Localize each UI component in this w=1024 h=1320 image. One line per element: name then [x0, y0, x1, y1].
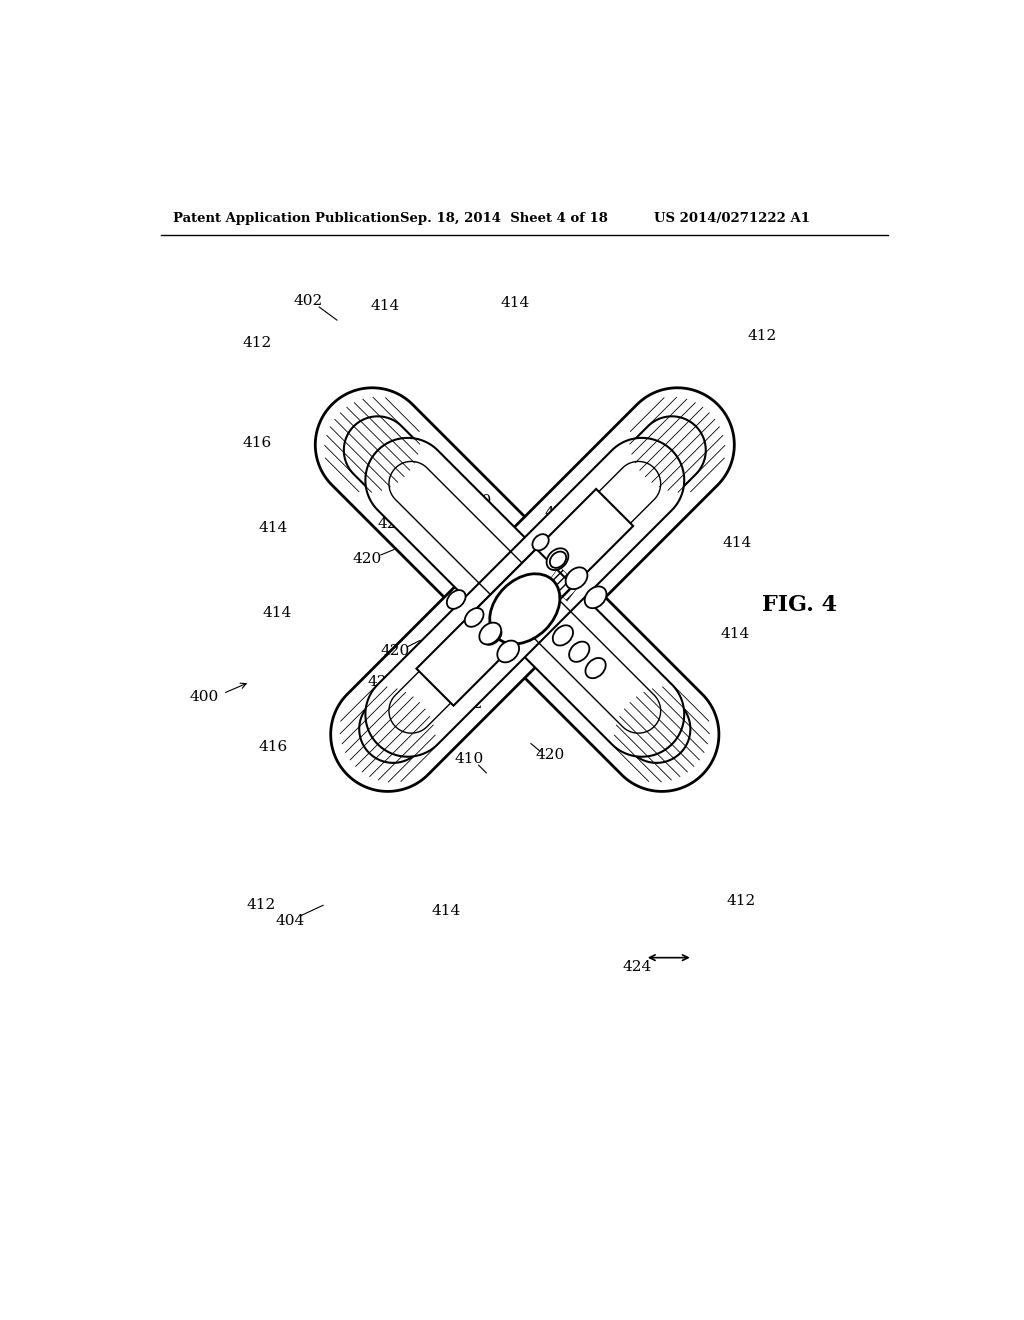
Ellipse shape — [547, 548, 568, 570]
Ellipse shape — [565, 568, 588, 589]
Text: 420: 420 — [536, 568, 565, 581]
Text: 412: 412 — [748, 329, 776, 342]
Ellipse shape — [553, 626, 573, 645]
Ellipse shape — [569, 642, 590, 661]
Ellipse shape — [532, 535, 549, 550]
Text: 420: 420 — [380, 644, 410, 659]
Text: 410: 410 — [463, 494, 492, 508]
Polygon shape — [331, 388, 734, 792]
Polygon shape — [315, 388, 719, 792]
Text: 420: 420 — [352, 552, 382, 566]
Polygon shape — [366, 438, 684, 756]
Text: 414: 414 — [721, 627, 750, 642]
Text: 422: 422 — [378, 517, 407, 531]
Text: 416: 416 — [258, 741, 288, 755]
Text: Sep. 18, 2014  Sheet 4 of 18: Sep. 18, 2014 Sheet 4 of 18 — [400, 213, 608, 224]
Ellipse shape — [489, 574, 560, 644]
Text: 414: 414 — [501, 296, 530, 310]
Text: 414: 414 — [432, 904, 461, 919]
Text: 412: 412 — [243, 337, 272, 350]
Text: 400: 400 — [189, 690, 218, 705]
Text: 422: 422 — [435, 495, 465, 510]
Text: US 2014/0271222 A1: US 2014/0271222 A1 — [654, 213, 810, 224]
Text: FIG. 4: FIG. 4 — [762, 594, 837, 616]
Text: 424: 424 — [623, 960, 652, 974]
Text: 422: 422 — [454, 697, 482, 710]
Text: 402: 402 — [293, 294, 323, 308]
Ellipse shape — [550, 552, 566, 568]
Ellipse shape — [482, 626, 502, 644]
Text: 416: 416 — [243, 437, 272, 450]
Text: 412: 412 — [727, 895, 756, 908]
Ellipse shape — [479, 623, 501, 644]
Text: 414: 414 — [370, 300, 399, 313]
Text: 420: 420 — [536, 748, 565, 762]
Text: Patent Application Publication: Patent Application Publication — [173, 213, 399, 224]
Text: 406: 406 — [391, 737, 421, 751]
Text: 414: 414 — [258, 521, 288, 535]
Text: 410: 410 — [455, 752, 484, 766]
Ellipse shape — [465, 609, 483, 627]
Text: 418: 418 — [459, 675, 487, 689]
Polygon shape — [417, 549, 573, 706]
Text: 408: 408 — [544, 506, 573, 520]
Ellipse shape — [498, 640, 519, 663]
Text: 414: 414 — [723, 536, 752, 550]
Text: 404: 404 — [275, 913, 304, 928]
Text: 414: 414 — [262, 606, 292, 619]
Polygon shape — [366, 438, 684, 756]
Polygon shape — [476, 488, 633, 645]
Text: 422: 422 — [368, 675, 397, 689]
Text: 412: 412 — [247, 899, 276, 912]
Ellipse shape — [446, 590, 466, 609]
Ellipse shape — [586, 657, 606, 678]
Ellipse shape — [585, 586, 606, 609]
